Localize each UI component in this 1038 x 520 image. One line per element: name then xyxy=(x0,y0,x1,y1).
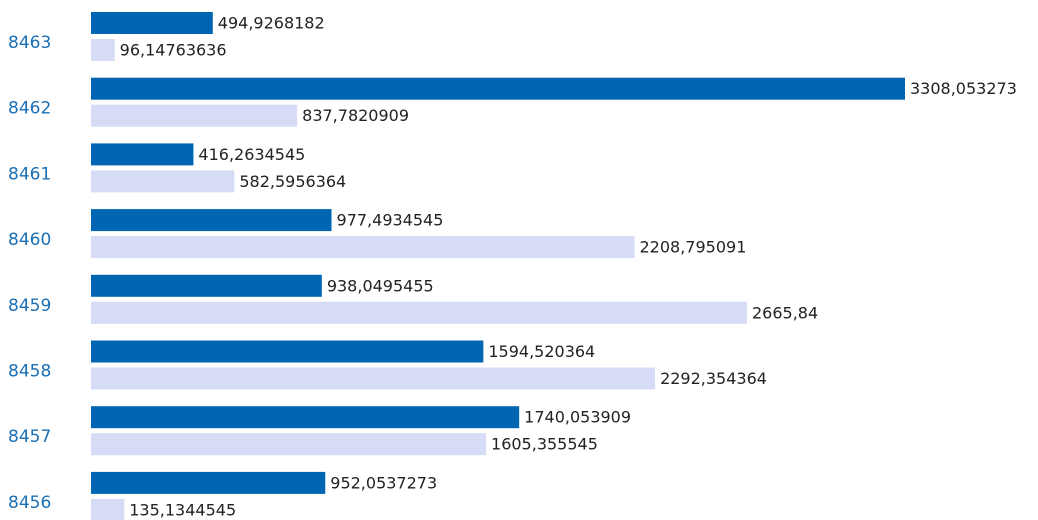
bar xyxy=(91,104,298,127)
value-label: 416,2634545 xyxy=(198,145,305,164)
value-label: 2208,795091 xyxy=(640,238,747,257)
value-label: 96,14763636 xyxy=(120,41,227,60)
bar xyxy=(91,367,656,390)
bar xyxy=(91,77,905,100)
value-label: 1740,053909 xyxy=(524,408,631,427)
category-label: 8462 xyxy=(8,99,51,119)
bar xyxy=(91,498,125,520)
category-label: 8458 xyxy=(8,362,51,382)
value-label: 3308,053273 xyxy=(910,79,1017,98)
value-label: 582,5956364 xyxy=(239,172,346,191)
category-label: 8457 xyxy=(8,427,51,447)
value-label: 1605,355545 xyxy=(491,435,598,454)
bar xyxy=(91,236,635,259)
bar xyxy=(91,143,194,166)
category-label: 8456 xyxy=(8,493,51,513)
value-label: 837,7820909 xyxy=(302,106,409,125)
value-label: 135,1344545 xyxy=(129,500,236,519)
bar xyxy=(91,433,487,456)
bar xyxy=(91,406,520,429)
value-label: 1594,520364 xyxy=(488,342,595,361)
bar xyxy=(91,301,747,324)
category-label: 8463 xyxy=(8,33,51,53)
bar xyxy=(91,274,322,297)
value-label: 977,4934545 xyxy=(337,211,444,230)
value-label: 952,0537273 xyxy=(330,473,437,492)
category-label: 8459 xyxy=(8,296,51,316)
bar xyxy=(91,471,326,494)
category-label: 8460 xyxy=(8,230,51,250)
value-label: 494,9268182 xyxy=(218,14,325,33)
value-label: 2665,84 xyxy=(752,303,818,322)
bar xyxy=(91,39,115,61)
value-label: 2292,354364 xyxy=(660,369,767,388)
value-label: 938,0495455 xyxy=(327,276,434,295)
bar xyxy=(91,209,332,232)
bar xyxy=(91,170,235,193)
category-label: 8461 xyxy=(8,164,51,184)
bar xyxy=(91,12,213,34)
bar xyxy=(91,340,484,363)
